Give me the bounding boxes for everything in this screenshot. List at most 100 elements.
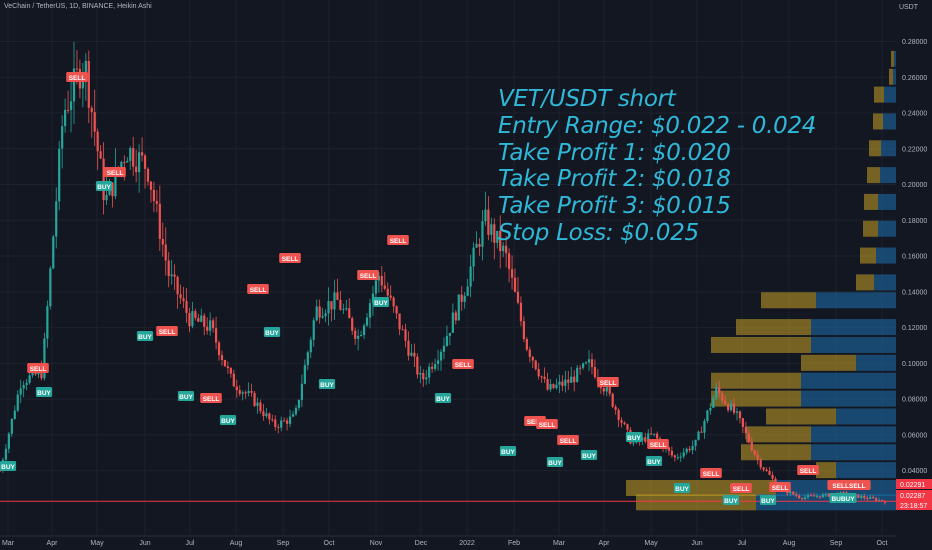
sell-signal-label: SELL xyxy=(560,438,577,445)
candle-body xyxy=(860,496,863,498)
candle-body xyxy=(877,499,881,501)
volume-profile-down-bar xyxy=(874,274,896,291)
candle-body xyxy=(866,498,869,500)
volume-profile-up-bar xyxy=(626,480,776,496)
candle-body xyxy=(93,112,96,132)
candle-body xyxy=(762,467,765,470)
candle-body xyxy=(768,471,771,475)
time-tick-label: Jun xyxy=(139,540,150,547)
candle-body xyxy=(10,418,13,434)
signal-badge xyxy=(104,167,126,177)
buy-signal-label: BUY xyxy=(265,330,279,337)
signal-badge xyxy=(247,284,269,294)
sell-signal-label: SELL xyxy=(360,273,377,280)
candle-body xyxy=(626,424,629,430)
sell-signal-label: SELL xyxy=(30,366,47,373)
candle-body xyxy=(472,247,475,267)
candle-body xyxy=(801,498,804,500)
candle-body xyxy=(173,274,176,277)
candle-body xyxy=(357,335,360,339)
candle-body xyxy=(700,431,703,433)
candle-body xyxy=(715,387,718,399)
buy-signal-label: BUY xyxy=(374,300,388,307)
candle-body xyxy=(342,308,345,310)
volume-profile-up-bar xyxy=(711,390,801,407)
volume-profile-up-bar xyxy=(863,220,878,237)
candle-body xyxy=(99,151,102,159)
candle-body xyxy=(513,277,517,292)
candle-body xyxy=(188,312,191,327)
candle-body xyxy=(297,399,301,408)
candle-body xyxy=(194,311,197,318)
candle-body xyxy=(806,495,810,498)
candle-body xyxy=(706,410,709,421)
candle-body xyxy=(679,456,682,458)
signal-badge xyxy=(700,468,722,478)
candle-body xyxy=(419,373,422,375)
signal-badge xyxy=(0,461,17,471)
candle-body xyxy=(744,426,747,434)
candle-body xyxy=(809,495,813,497)
candle-body xyxy=(126,160,129,163)
candle-body xyxy=(534,360,537,370)
candle-body xyxy=(339,299,342,310)
candle-body xyxy=(395,306,398,314)
buy-signal-label: BUY xyxy=(1,464,15,471)
candle-body xyxy=(315,306,318,321)
price-label-box xyxy=(896,500,932,510)
volume-profile-down-bar xyxy=(811,444,896,461)
candle-body xyxy=(605,386,608,392)
volume-profile-down-bar xyxy=(811,426,896,443)
buy-signal-label: BUY xyxy=(501,449,515,456)
candle-body xyxy=(262,411,265,417)
signal-badge xyxy=(536,419,558,429)
volume-profile-down-bar xyxy=(811,319,896,336)
candle-body xyxy=(182,298,185,301)
volume-profile-up-bar xyxy=(711,336,811,353)
candle-body xyxy=(650,433,653,435)
volume-profile-down-bar xyxy=(816,292,896,309)
candle-body xyxy=(721,393,724,401)
candle-body xyxy=(623,422,626,425)
time-tick-label: 2022 xyxy=(459,540,475,547)
signal-badge xyxy=(387,235,409,245)
time-tick-label: Jul xyxy=(186,540,195,547)
candle-body xyxy=(431,366,434,369)
candle-body xyxy=(543,376,546,379)
time-tick-label: Apr xyxy=(599,540,611,547)
signal-badge xyxy=(597,377,619,387)
candle-body xyxy=(398,313,401,330)
volume-profile-up-bar xyxy=(891,50,894,67)
candle-body xyxy=(330,301,333,310)
candle-body xyxy=(815,496,819,498)
candle-body xyxy=(25,382,28,386)
candle-body xyxy=(756,454,759,460)
candle-body xyxy=(697,431,700,440)
candle-body xyxy=(428,366,431,378)
candle-body xyxy=(241,392,244,394)
time-tick-label: Jun xyxy=(691,540,702,547)
candle-body xyxy=(466,286,469,296)
signal-badge xyxy=(452,359,474,369)
candle-body xyxy=(641,437,644,441)
volume-profile-down-bar xyxy=(836,462,896,479)
signal-badge xyxy=(580,450,598,460)
candle-body xyxy=(368,303,372,318)
signal-badge xyxy=(759,495,777,505)
candle-body xyxy=(694,439,697,446)
candle-body xyxy=(632,442,635,444)
price-label-box xyxy=(896,490,932,500)
candle-body xyxy=(617,409,620,421)
signal-badge xyxy=(434,393,452,403)
candle-body xyxy=(253,392,256,406)
sell-signal-label: SELL xyxy=(733,486,750,493)
candle-body xyxy=(392,297,395,307)
sell-signal-label: SELL xyxy=(250,287,267,294)
candle-body xyxy=(52,236,55,269)
candle-body xyxy=(309,339,312,353)
candle-body xyxy=(167,260,170,277)
candle-body xyxy=(129,148,132,161)
price-tick-label: 0.08000 xyxy=(902,397,927,404)
candle-body xyxy=(226,366,230,369)
